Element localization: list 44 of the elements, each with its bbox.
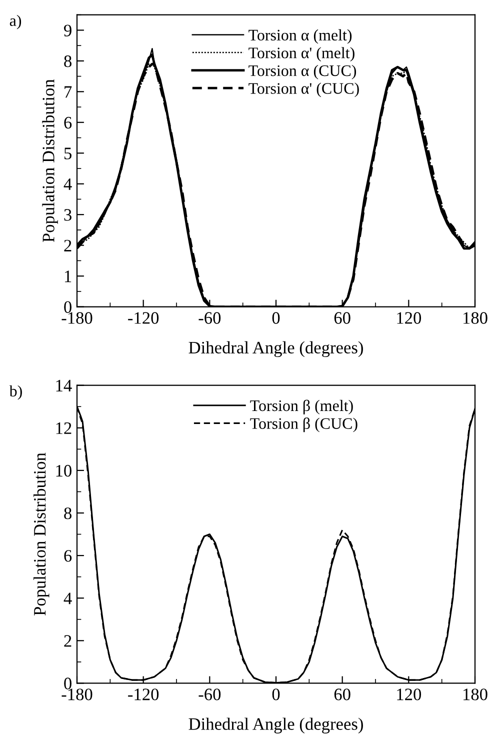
y-tick-label: 2 [64, 635, 72, 647]
legend-label: Torsion β (CUC) [250, 418, 358, 432]
x-tick-label: 180 [464, 312, 488, 324]
x-tick-label: -180 [62, 312, 92, 324]
y-tick-label: 9 [64, 24, 72, 36]
x-tick-label: 0 [272, 688, 280, 700]
x-tick-label: -180 [62, 688, 92, 700]
y-tick-label: 6 [64, 116, 72, 129]
y-tick-label: 7 [64, 86, 72, 98]
x-tick-label: 120 [397, 312, 422, 324]
chart-title: a) [10, 14, 22, 30]
y-tick-label: 1 [64, 270, 72, 282]
x-tick-label: 0 [272, 312, 280, 324]
x-tick-label: -120 [128, 688, 159, 700]
y-tick-label: 8 [64, 55, 72, 68]
x-tick-label: 120 [397, 688, 422, 700]
x-tick-label: -60 [198, 312, 221, 324]
y-tick-label: 0 [64, 301, 72, 313]
y-tick-label: 3 [64, 209, 72, 221]
y-tick-label: 0 [64, 678, 72, 690]
x-axis-title: Dihedral Angle (degrees) [188, 341, 363, 358]
x-tick-label: -120 [128, 312, 159, 324]
x-axis-title: Dihedral Angle (degrees) [188, 718, 363, 734]
y-tick-label: 12 [56, 422, 72, 434]
y-tick-label: 6 [64, 550, 72, 562]
x-tick-label: 180 [464, 688, 488, 700]
x-tick-label: 60 [334, 688, 350, 700]
chart-title: b) [9, 385, 22, 400]
y-tick-label: 5 [64, 148, 72, 160]
y-tick-label: 14 [56, 380, 72, 392]
x-tick-label: 60 [334, 312, 350, 324]
legend-label: Torsion β (melt) [250, 400, 353, 414]
legend-label: Torsion α (CUC) [248, 64, 356, 80]
y-tick-label: 10 [56, 464, 72, 477]
y-tick-label: 2 [64, 240, 72, 252]
y-tick-label: 8 [64, 507, 72, 520]
legend-label: Torsion α' (melt) [248, 47, 354, 62]
legend-label: Torsion α' (CUC) [248, 82, 359, 98]
y-axis-title: Population Distribution [33, 452, 50, 616]
y-tick-label: 4 [64, 592, 72, 604]
y-tick-label: 4 [64, 178, 72, 190]
x-tick-label: -60 [198, 688, 221, 700]
y-axis-title: Population Distribution [42, 79, 58, 242]
legend-label: Torsion α (melt) [248, 29, 352, 44]
